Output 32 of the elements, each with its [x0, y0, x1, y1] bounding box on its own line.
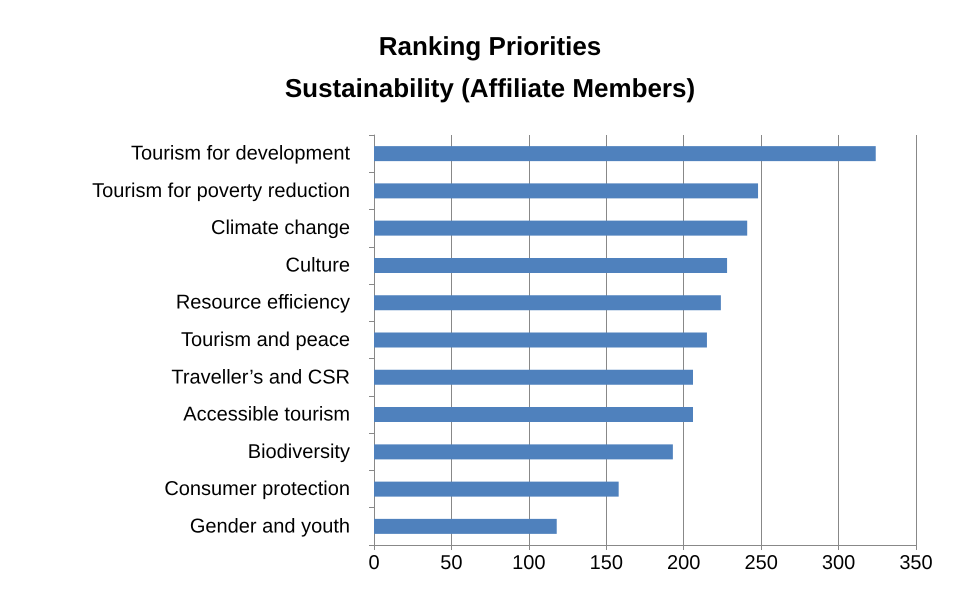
x-tick-label: 250 [744, 552, 778, 574]
bar [374, 295, 721, 310]
bar [374, 407, 694, 422]
bar [374, 220, 748, 236]
bar [374, 183, 758, 198]
x-tick-label: 100 [512, 552, 546, 574]
x-tick-label: 350 [899, 552, 933, 574]
x-tick-label: 200 [667, 552, 700, 574]
bar [374, 518, 557, 534]
y-tick-label: Gender and youth [190, 515, 350, 538]
x-tick-label: 150 [590, 552, 623, 574]
y-tick-label: Climate change [211, 217, 350, 240]
x-tick-label: 300 [822, 552, 856, 574]
bar [374, 146, 876, 162]
bar [374, 370, 694, 385]
y-tick-label: Consumer protection [164, 478, 350, 500]
y-tick-label: Traveller’s and CSR [171, 366, 350, 388]
x-tick-label: 50 [440, 552, 463, 574]
chart-title: Ranking Priorities [378, 31, 602, 61]
bar [374, 258, 728, 273]
y-tick-label: Tourism and peace [181, 329, 350, 351]
y-tick-label: Tourism for poverty reduction [92, 180, 350, 202]
y-tick-label: Tourism for development [131, 142, 350, 165]
y-tick-label: Biodiversity [248, 440, 350, 463]
y-tick-label: Accessible tourism [183, 404, 350, 426]
y-tick-label: Culture [286, 254, 350, 276]
bar [374, 482, 619, 497]
y-tick-label: Resource efficiency [176, 292, 350, 314]
chart-subtitle: Sustainability (Affiliate Members) [284, 73, 696, 103]
bar [374, 444, 673, 460]
bar [374, 332, 707, 348]
x-tick-label: 0 [368, 552, 380, 574]
